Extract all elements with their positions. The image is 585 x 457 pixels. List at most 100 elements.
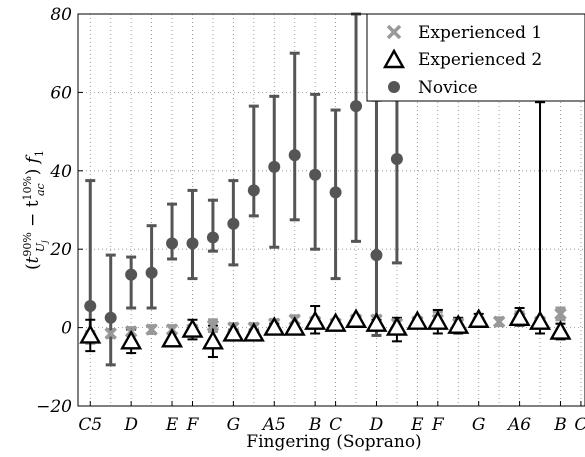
marker-experienced-2 bbox=[283, 316, 306, 336]
marker-stroke bbox=[554, 307, 567, 321]
legend-label-experienced-2: Experienced 2 bbox=[418, 50, 542, 70]
marker-experienced-2 bbox=[528, 310, 552, 330]
y-tick-label: 20 bbox=[49, 240, 72, 260]
x-tick-label: C5 bbox=[78, 415, 102, 435]
error-bar-experienced-2 bbox=[535, 101, 546, 335]
marker-stroke bbox=[206, 319, 220, 332]
x-tick-label: C bbox=[574, 415, 585, 435]
x-tick-label: F bbox=[186, 415, 200, 435]
marker-stroke bbox=[104, 327, 117, 340]
marker-experienced-2 bbox=[263, 316, 286, 336]
x-tick-label: E bbox=[410, 415, 424, 435]
marker-stroke bbox=[145, 323, 158, 336]
marker-experienced-2 bbox=[304, 310, 327, 330]
marker-experienced-2 bbox=[385, 316, 408, 336]
y-title-sup1: 90% bbox=[21, 232, 34, 256]
x-tick-label: C bbox=[329, 415, 342, 435]
marker-novice bbox=[145, 266, 158, 279]
y-tick-label: 0 bbox=[61, 319, 72, 339]
legend-marker-experienced-1 bbox=[386, 24, 402, 40]
marker-experienced-2 bbox=[365, 312, 388, 332]
error-bar-novice bbox=[289, 51, 300, 222]
error-bar-novice bbox=[371, 98, 382, 337]
marker-experienced-2 bbox=[344, 308, 368, 328]
marker-novice bbox=[370, 249, 383, 262]
error-bar-novice bbox=[187, 188, 198, 281]
axis-ticks: −20020406080C5DEFGA5BCDEFGA6BC bbox=[36, 5, 585, 435]
y-title-minus: − t bbox=[23, 200, 43, 232]
x-tick-label: D bbox=[123, 415, 138, 435]
marker-experienced-2 bbox=[79, 323, 102, 344]
y-title-t1: t bbox=[23, 256, 43, 263]
x-tick-label: G bbox=[227, 415, 241, 435]
marker-experienced-2 bbox=[181, 318, 204, 338]
marker-novice bbox=[268, 160, 281, 173]
y-axis-title: (t90%Uj − t10%ac) f1 bbox=[21, 150, 49, 270]
legend-marker-novice bbox=[388, 81, 400, 93]
legend-label-experienced-1: Experienced 1 bbox=[418, 23, 542, 43]
marker-experienced-2 bbox=[160, 327, 184, 348]
x-tick-label: B bbox=[308, 415, 322, 435]
data-markers bbox=[79, 100, 572, 350]
error-bar-novice bbox=[167, 202, 178, 261]
x-tick-label: D bbox=[369, 415, 384, 435]
y-title-f: f bbox=[23, 154, 43, 168]
marker-novice bbox=[247, 184, 260, 197]
error-bar-novice bbox=[248, 104, 259, 218]
marker-experienced-2 bbox=[447, 314, 470, 334]
marker-experienced-2 bbox=[201, 329, 224, 350]
marker-novice bbox=[390, 153, 403, 166]
y-title-open: ( bbox=[23, 263, 43, 270]
marker-experienced-2 bbox=[324, 312, 347, 332]
legend: Experienced 1 Experienced 2 Novice bbox=[366, 13, 585, 102]
marker-novice bbox=[84, 300, 97, 313]
y-title-sub1: U bbox=[34, 242, 47, 252]
marker-experienced-2 bbox=[467, 308, 490, 328]
marker-novice bbox=[350, 100, 363, 113]
marker-experienced-1 bbox=[104, 327, 117, 340]
marker-novice bbox=[104, 311, 117, 324]
x-tick-label: G bbox=[472, 415, 486, 435]
plot-frame bbox=[77, 13, 585, 407]
x-tick-label: E bbox=[165, 415, 179, 435]
marker-novice bbox=[125, 268, 138, 281]
y-title-subsub1: j bbox=[40, 240, 49, 245]
x-tick-label: A5 bbox=[261, 415, 286, 435]
y-tick-label: 40 bbox=[49, 162, 72, 182]
marker-novice bbox=[186, 237, 199, 250]
x-tick-label: B bbox=[553, 415, 567, 435]
marker-novice bbox=[288, 149, 301, 162]
error-bar-novice bbox=[207, 198, 218, 253]
marker-experienced-2 bbox=[120, 329, 143, 350]
y-title-fsub: 1 bbox=[33, 150, 46, 157]
x-axis-title: Fingering (Soprano) bbox=[246, 432, 421, 452]
marker-novice bbox=[329, 186, 342, 199]
marker-experienced-2 bbox=[549, 320, 572, 340]
marker-novice bbox=[206, 231, 219, 244]
marker-experienced-1 bbox=[554, 307, 567, 321]
y-title-sup2: 10% bbox=[21, 176, 34, 200]
marker-experienced-1 bbox=[492, 315, 506, 328]
x-tick-label: A6 bbox=[506, 415, 531, 435]
y-tick-label: 60 bbox=[50, 83, 72, 103]
x-tick-label: F bbox=[431, 415, 445, 435]
y-tick-label: −20 bbox=[36, 397, 72, 417]
marker-experienced-2 bbox=[242, 322, 265, 342]
legend-box bbox=[366, 13, 585, 102]
error-bar-novice bbox=[351, 12, 362, 243]
marker-novice bbox=[166, 237, 179, 250]
error-bar-novice bbox=[126, 255, 137, 310]
marker-experienced-2 bbox=[508, 306, 531, 326]
marker-stroke bbox=[492, 315, 506, 328]
y-title-close: ) bbox=[23, 169, 43, 176]
marker-novice bbox=[227, 217, 240, 230]
marker-experienced-2 bbox=[426, 310, 449, 330]
marker-experienced-1 bbox=[145, 323, 158, 336]
y-tick-label: 80 bbox=[50, 5, 72, 25]
marker-experienced-2 bbox=[406, 310, 429, 330]
error-bar-novice bbox=[391, 90, 402, 265]
marker-experienced-1 bbox=[206, 319, 220, 332]
error-bar-novice bbox=[105, 253, 116, 367]
marker-experienced-2 bbox=[222, 322, 245, 342]
